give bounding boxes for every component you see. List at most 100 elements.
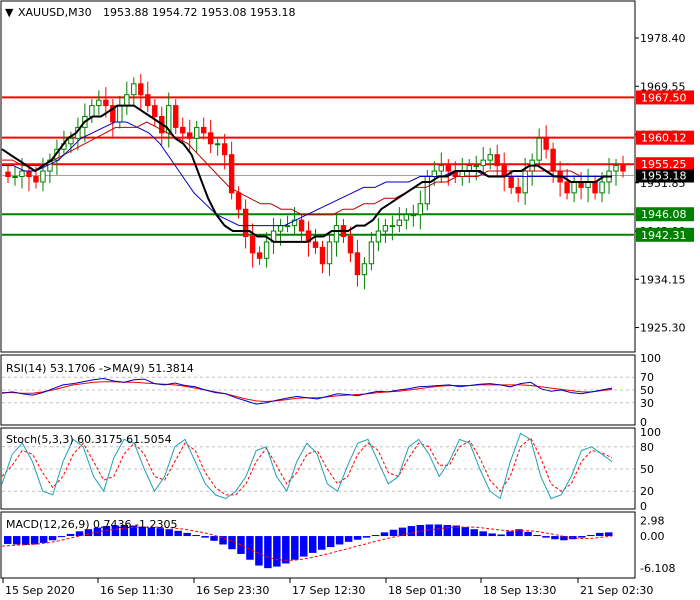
macd-bar — [75, 531, 84, 537]
candle-body — [536, 137, 542, 161]
macd-bar — [210, 536, 218, 541]
candle-body — [256, 252, 263, 259]
candle-body — [445, 165, 451, 172]
level-label: 1942.31 — [641, 229, 687, 242]
macd-bar — [120, 525, 129, 537]
x-tick-label: 15 Sep 2020 — [5, 584, 75, 597]
candle-body — [235, 192, 242, 210]
current-price-tag — [636, 169, 694, 183]
macd-bar — [542, 536, 550, 538]
candle-body — [173, 105, 179, 128]
level-tag — [636, 207, 694, 222]
macd-bar — [353, 536, 362, 540]
symbol-header: XAUUSD,M30 — [18, 6, 92, 19]
macd-bar — [551, 536, 559, 540]
macd-bar — [138, 526, 147, 537]
macd-bar — [255, 536, 263, 566]
candle-body — [571, 181, 577, 194]
candle-body — [117, 105, 123, 123]
symbol-dropdown-icon[interactable]: ▼ — [5, 6, 14, 19]
candle-body — [284, 225, 291, 228]
macd-tick-label: -6.108 — [640, 562, 675, 575]
macd-bar — [362, 536, 371, 538]
macd-tick-label: 0.00 — [640, 530, 665, 543]
macd-bar — [21, 536, 30, 545]
candle-body — [494, 154, 500, 167]
macd-bar — [443, 525, 452, 537]
candle-body — [347, 235, 354, 254]
candle-body — [26, 170, 32, 177]
candle-body — [180, 126, 186, 134]
macd-bar — [147, 527, 155, 537]
candle-body — [12, 176, 18, 178]
candle-body — [89, 105, 95, 118]
rsi-label: RSI(14) 53.1706 ->MA(9) 51.3814 — [6, 362, 194, 375]
y-tick-label: 1969.55 — [640, 80, 686, 93]
candle-body — [96, 99, 102, 107]
candle-body — [613, 165, 619, 172]
ma-mid-line — [2, 121, 612, 227]
candle-body — [214, 143, 221, 146]
candle-body — [375, 230, 382, 243]
candle-body — [522, 170, 528, 194]
candle-body — [131, 83, 137, 96]
macd-bar — [57, 536, 66, 538]
candle-body — [354, 252, 361, 276]
candle-body — [249, 235, 256, 254]
macd-bar — [407, 526, 416, 537]
macd-bar — [380, 532, 389, 537]
stochastic-lines — [1, 432, 613, 500]
candle-body — [33, 176, 39, 183]
ma-fast-line — [1, 104, 612, 243]
macd-bar — [317, 536, 326, 550]
stochastic-panel[interactable]: 100 80 50 20 0 Stoch(5,3,3) 60.3175 61.5054 — [0, 426, 661, 513]
macd-bar — [515, 529, 523, 537]
candle-body — [599, 181, 605, 194]
stoch-tick-label: 100 — [640, 426, 661, 439]
macd-bar — [192, 535, 200, 537]
stoch-tick-label: 0 — [640, 500, 647, 513]
macd-bar — [219, 536, 227, 545]
macd-bar — [344, 536, 353, 542]
macd-panel[interactable]: 2.98 0.00 -6.108 MACD(12,26,9) 0.7436 -1.2… — [0, 511, 675, 579]
candle-body — [326, 241, 333, 265]
macd-bar — [129, 525, 138, 537]
candle-body — [368, 241, 375, 265]
x-tick-label: 17 Sep 12:30 — [292, 584, 365, 597]
macd-bar — [4, 536, 12, 544]
candle-body — [19, 170, 25, 177]
rsi-lines — [1, 377, 613, 405]
level-label: 1967.50 — [641, 91, 687, 104]
candle-body — [110, 105, 116, 123]
candle-body — [564, 181, 570, 194]
candle-body — [207, 132, 214, 145]
candle-body — [592, 181, 598, 194]
x-tick-label: 16 Sep 23:30 — [196, 584, 269, 597]
macd-signal-line — [1, 526, 613, 561]
candle-body — [487, 154, 493, 161]
level-tag — [636, 90, 694, 105]
time-axis: 15 Sep 2020 16 Sep 11:30 16 Sep 23:30 17 Se… — [2, 578, 653, 597]
candle-body — [473, 165, 479, 168]
price-panel[interactable]: 1978.401969.551960.701951.851943.001934.… — [0, 0, 694, 353]
candle-body — [152, 105, 158, 118]
candle-body — [187, 132, 193, 139]
macd-bar — [66, 533, 75, 537]
macd-bar — [416, 525, 425, 537]
rsi-tick-label: 0 — [640, 416, 647, 429]
macd-bar — [470, 529, 478, 537]
candle-body — [319, 246, 326, 265]
rsi-line — [1, 377, 613, 405]
ohlc-header: 1953.88 1954.72 1953.08 1953.18 — [103, 6, 295, 19]
candle-body — [193, 126, 200, 139]
macd-label: MACD(12,26,9) 0.7436 -1.2305 — [6, 518, 177, 531]
candle-body — [103, 99, 109, 107]
macd-bar — [389, 529, 398, 537]
macd-bar — [578, 536, 586, 538]
current-price-label: 1953.18 — [641, 170, 687, 183]
candle-body — [410, 214, 417, 217]
macd-bar — [461, 527, 469, 537]
macd-bar — [48, 536, 57, 541]
